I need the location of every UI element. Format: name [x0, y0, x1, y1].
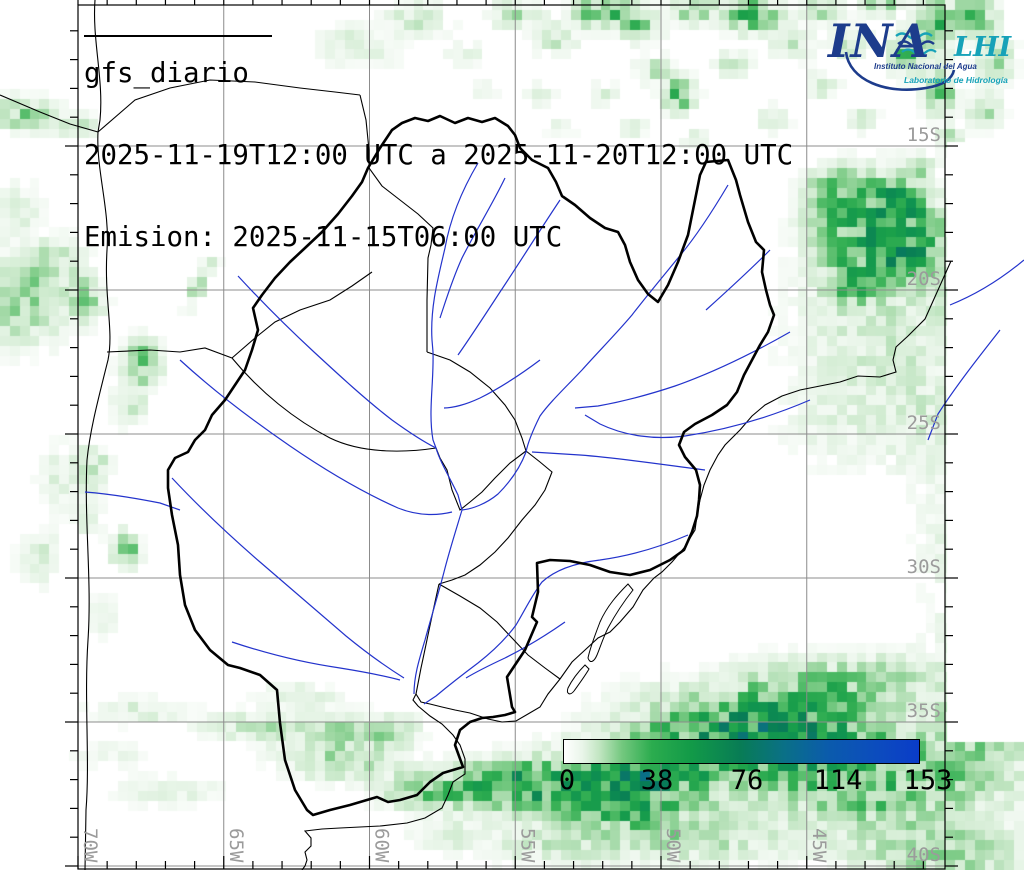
longitude-label: 45W: [807, 828, 830, 863]
river: [584, 399, 811, 439]
latitude-label: 25S: [906, 412, 941, 434]
latitude-label: 20S: [906, 268, 941, 290]
latitude-label: 35S: [906, 700, 941, 722]
colorbar-gradient: [564, 740, 919, 763]
river: [457, 199, 561, 356]
map-frame: [77, 4, 946, 870]
coastline: [301, 260, 952, 870]
river: [531, 451, 706, 471]
latitude-label: 30S: [906, 556, 941, 578]
country-border: [106, 347, 233, 359]
logo-wave-icon: [897, 40, 935, 48]
longitude-label: 70W: [79, 828, 101, 863]
coastal-lagoon: [567, 664, 590, 695]
river: [231, 641, 401, 681]
logo-institute-name: Instituto Nacional del Agua: [874, 62, 977, 71]
country-border: [435, 447, 527, 511]
country-border: [415, 583, 440, 695]
logo-lhi-text: LHI: [954, 32, 1012, 63]
river: [465, 621, 566, 679]
river: [413, 509, 463, 695]
colorbar-tick-label: 0: [558, 765, 576, 796]
title-valid-period: 2025-11-19T12:00 UTC a 2025-11-20T12:00 …: [84, 140, 794, 172]
country-border: [84, 0, 111, 870]
river: [439, 177, 506, 319]
logo-lab-name: Laboratorio de Hidrología: [904, 75, 1008, 85]
colorbar-tick-label: 153: [903, 765, 953, 796]
country-border: [359, 94, 434, 352]
colorbar-tick-label: 114: [813, 765, 863, 796]
country-border: [426, 351, 527, 452]
latitude-label: 40S: [906, 844, 941, 866]
precipitation-colorbar: [563, 739, 920, 764]
river: [179, 359, 453, 516]
colorbar-tick-label: 76: [730, 765, 764, 796]
coastal-lagoon: [587, 583, 634, 663]
river: [949, 259, 1024, 306]
logo-graphics: [844, 32, 956, 91]
latitude-label: 15S: [906, 124, 941, 146]
river: [171, 477, 405, 679]
longitude-label: 55W: [516, 828, 539, 863]
country-border: [438, 450, 553, 585]
basin-boundary: [166, 114, 776, 817]
river: [84, 491, 181, 511]
colorbar-tick-label: 38: [640, 765, 674, 796]
river: [927, 329, 1001, 441]
river: [574, 331, 791, 409]
country-border: [231, 357, 437, 452]
logo-wave-icon: [901, 48, 937, 56]
title-emission: Emision: 2025-11-15T06:00 UTC: [84, 222, 563, 254]
ina-lhi-logo: INA LHI Instituto Nacional del Agua Labo…: [812, 6, 1024, 94]
title-underline: [84, 35, 272, 37]
title-variable: gfs_diario: [84, 57, 249, 89]
river: [443, 359, 541, 409]
river: [423, 534, 689, 705]
country-border: [97, 79, 361, 133]
logo-arc: [844, 51, 956, 91]
logo-ina-text: INA: [828, 14, 931, 68]
longitude-label: 65W: [224, 828, 247, 863]
country-border: [0, 94, 99, 133]
river: [461, 184, 729, 511]
country-border: [438, 583, 561, 680]
longitude-label: 60W: [370, 828, 393, 863]
longitude-label: 50W: [662, 828, 684, 863]
river: [237, 275, 437, 449]
logo-wave-icon: [895, 32, 933, 40]
map-title-block: gfs_diario 2025-11-19T12:00 UTC a 2025-1…: [84, 5, 793, 306]
river: [430, 162, 479, 511]
